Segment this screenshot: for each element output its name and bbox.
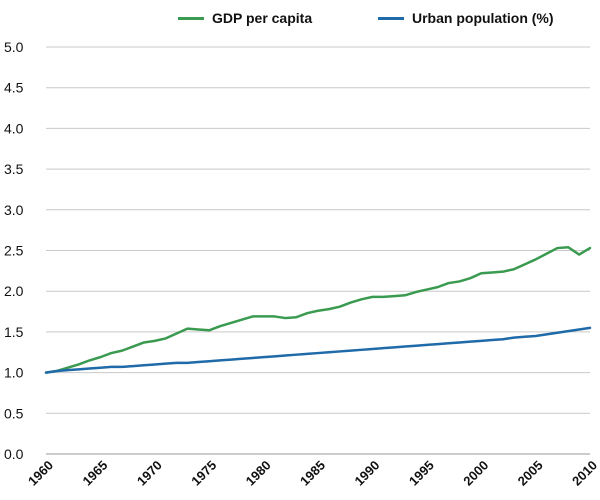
legend-label-urban: Urban population (%) — [412, 10, 554, 26]
y-tick-label-5: 2.5 — [4, 243, 24, 259]
x-tick-label-4: 1980 — [243, 458, 274, 489]
series-line-1 — [44, 326, 592, 374]
y-tick-label-0: 0.0 — [4, 446, 24, 462]
y-tick-label-4: 2.0 — [4, 283, 24, 299]
x-tick-label-3: 1975 — [188, 458, 219, 489]
x-tick-label-5: 1985 — [297, 458, 328, 489]
y-tick-label-10: 5.0 — [4, 39, 24, 55]
legend-entry-urban: Urban population (%) — [378, 10, 554, 26]
y-tick-label-6: 3.0 — [4, 202, 24, 218]
x-tick-label-1: 1965 — [79, 458, 110, 489]
x-tick-label-6: 1990 — [351, 458, 382, 489]
legend-swatch-urban — [378, 16, 404, 20]
x-tick-label-9: 2005 — [515, 458, 546, 489]
x-tick-label-8: 2000 — [460, 458, 491, 489]
x-tick-label-10: 2010 — [569, 458, 600, 489]
y-tick-label-1: 0.5 — [4, 405, 24, 421]
y-tick-label-2: 1.0 — [4, 365, 24, 381]
series-line-0 — [44, 245, 592, 374]
y-tick-label-9: 4.5 — [4, 80, 24, 96]
x-tick-label-7: 1995 — [406, 458, 437, 489]
y-tick-label-8: 4.0 — [4, 120, 24, 136]
legend-label-gdp: GDP per capita — [212, 10, 313, 26]
x-tick-label-2: 1970 — [134, 458, 165, 489]
y-tick-label-7: 3.5 — [4, 161, 24, 177]
y-tick-label-3: 1.5 — [4, 324, 24, 340]
chart-legend: GDP per capita Urban population (%) — [0, 10, 600, 34]
legend-entry-gdp: GDP per capita — [178, 10, 312, 26]
legend-swatch-gdp — [178, 16, 204, 20]
x-tick-label-0: 1960 — [25, 458, 56, 489]
